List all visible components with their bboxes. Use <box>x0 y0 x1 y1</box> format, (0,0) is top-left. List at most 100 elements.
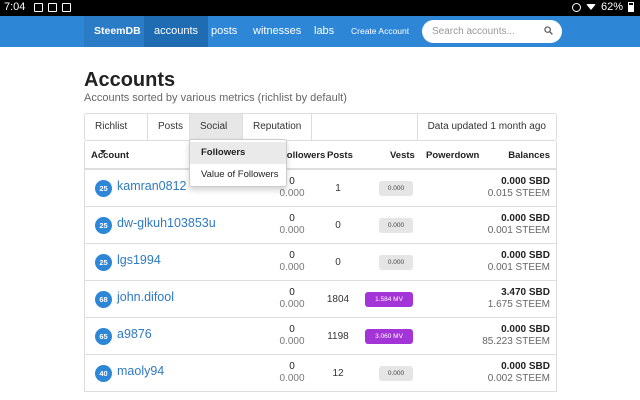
posts-count: 1804 <box>326 294 350 305</box>
steem-balance: 0.002 STEEM <box>487 373 550 384</box>
vests-badge: 0.000 <box>379 255 413 270</box>
sort-tabbar: Richlist Posts Social Reputation Data up… <box>84 113 557 155</box>
image-notification-icon <box>62 3 71 12</box>
table-row: 25 kamran0812 0 0.000 1 0.000 0.000 SBD 0.… <box>84 170 557 207</box>
sbd-balance: 3.470 SBD <box>501 287 550 298</box>
tab-reputation[interactable]: Reputation <box>243 114 312 140</box>
followers-cell: 0 0.000 <box>265 176 319 199</box>
search-box <box>422 20 562 43</box>
followers-cell: 0 0.000 <box>265 287 319 310</box>
followers-cell: 0 0.000 <box>265 213 319 236</box>
page-subtitle: Accounts sorted by various metrics (rich… <box>84 92 347 104</box>
followers-value: 0.000 <box>279 336 305 347</box>
followers-count: 0 <box>289 250 295 261</box>
col-account[interactable]: Account <box>91 150 129 161</box>
sbd-balance: 0.000 SBD <box>501 176 550 187</box>
table-row: 40 maoly94 0 0.000 12 0.000 0.000 SBD 0.00… <box>84 355 557 392</box>
followers-value: 0.000 <box>279 299 305 310</box>
followers-value: 0.000 <box>279 188 305 199</box>
reputation-badge: 25 <box>95 180 112 197</box>
balances-cell: 0.000 SBD 0.015 STEEM <box>488 176 550 199</box>
table-row: 25 lgs1994 0 0.000 0 0.000 0.000 SBD 0.001… <box>84 244 557 281</box>
account-link[interactable]: maoly94 <box>117 364 165 378</box>
account-link[interactable]: john.difool <box>117 290 174 304</box>
brand-link[interactable]: SteemDB <box>84 16 151 47</box>
reputation-badge: 25 <box>95 254 112 271</box>
posts-count: 12 <box>332 368 344 379</box>
alarm-icon <box>571 2 581 12</box>
posts-count: 0 <box>335 220 341 231</box>
battery-icon <box>628 2 634 12</box>
account-link[interactable]: a9876 <box>117 327 152 341</box>
balances-cell: 3.470 SBD 1.675 STEEM <box>488 287 550 310</box>
followers-count: 0 <box>289 361 295 372</box>
notification-icons <box>34 3 71 12</box>
steem-balance: 0.015 STEEM <box>487 188 550 199</box>
posts-count: 1 <box>335 183 341 194</box>
followers-count: 0 <box>289 287 295 298</box>
followers-cell: 0 0.000 <box>265 324 319 347</box>
col-balances[interactable]: Balances <box>508 150 550 161</box>
reputation-badge: 65 <box>95 328 112 345</box>
followers-count: 0 <box>289 176 295 187</box>
sbd-balance: 0.000 SBD <box>501 250 550 261</box>
status-time: 7:04 <box>4 1 26 13</box>
vests-badge: 0.000 <box>379 181 413 196</box>
account-link[interactable]: lgs1994 <box>117 253 161 267</box>
top-navbar: SteemDB accounts posts witnesses labs Cr… <box>0 16 640 47</box>
wifi-icon <box>585 4 596 10</box>
app-notification-icon <box>34 3 43 12</box>
steem-balance: 1.675 STEEM <box>487 299 550 310</box>
social-dropdown-menu: Followers Value of Followers <box>189 139 287 187</box>
followers-value: 0.000 <box>279 225 305 236</box>
sbd-balance: 0.000 SBD <box>501 361 550 372</box>
posts-count: 0 <box>335 257 341 268</box>
search-input[interactable] <box>432 24 542 39</box>
account-link[interactable]: kamran0812 <box>117 179 187 193</box>
col-posts[interactable]: Posts <box>327 150 353 161</box>
col-powerdown[interactable]: Powerdown <box>426 150 480 161</box>
menu-item-followers[interactable]: Followers <box>190 142 286 164</box>
account-link[interactable]: dw-glkuh103853u <box>117 216 216 230</box>
table-row: 65 a9876 0 0.000 1198 3.060 MV 0.000 SBD 8… <box>84 318 557 355</box>
vests-badge: 0.000 <box>379 218 413 233</box>
search-icon[interactable] <box>544 26 553 35</box>
followers-value: 0.000 <box>279 373 305 384</box>
data-updated-label: Data updated 1 month ago <box>416 114 556 140</box>
balances-cell: 0.000 SBD 0.001 STEEM <box>488 250 550 273</box>
tab-social[interactable]: Social <box>190 114 243 155</box>
balances-cell: 0.000 SBD 0.002 STEEM <box>488 361 550 384</box>
followers-count: 0 <box>289 213 295 224</box>
steem-balance: 0.001 STEEM <box>487 262 550 273</box>
table-header: Account Followers Posts Vests Powerdown … <box>84 141 557 170</box>
vests-badge: 3.060 MV <box>365 329 413 344</box>
nav-labs[interactable]: labs <box>314 25 335 37</box>
tab-richlist-label: Richlist <box>95 121 128 132</box>
table-row: 25 dw-glkuh103853u 0 0.000 0 0.000 0.000 … <box>84 207 557 244</box>
reputation-badge: 68 <box>95 291 112 308</box>
mail-notification-icon <box>48 3 57 12</box>
nav-accounts[interactable]: accounts <box>144 16 209 47</box>
followers-count: 0 <box>289 324 295 335</box>
tab-richlist[interactable]: Richlist <box>85 114 148 155</box>
vests-badge: 0.000 <box>379 366 413 381</box>
sbd-balance: 0.000 SBD <box>501 324 550 335</box>
tab-posts[interactable]: Posts <box>148 114 190 140</box>
balances-cell: 0.000 SBD 85.223 STEEM <box>482 324 550 347</box>
posts-count: 1198 <box>327 331 349 342</box>
vests-badge: 1.584 MV <box>365 292 413 307</box>
page-title: Accounts <box>84 69 176 91</box>
balances-cell: 0.000 SBD 0.001 STEEM <box>488 213 550 236</box>
nav-posts[interactable]: posts <box>211 25 238 37</box>
menu-item-value-of-followers[interactable]: Value of Followers <box>201 169 279 180</box>
table-row: 68 john.difool 0 0.000 1804 1.584 MV 3.47… <box>84 281 557 318</box>
steem-balance: 85.223 STEEM <box>482 336 550 347</box>
col-vests[interactable]: Vests <box>390 150 415 161</box>
steem-balance: 0.001 STEEM <box>487 225 550 236</box>
system-icons: 62% <box>571 1 634 13</box>
reputation-badge: 40 <box>95 365 112 382</box>
nav-witnesses[interactable]: witnesses <box>253 25 302 37</box>
col-followers[interactable]: Followers <box>281 150 326 161</box>
followers-cell: 0 0.000 <box>265 361 319 384</box>
nav-create-account[interactable]: Create Account <box>351 26 410 36</box>
